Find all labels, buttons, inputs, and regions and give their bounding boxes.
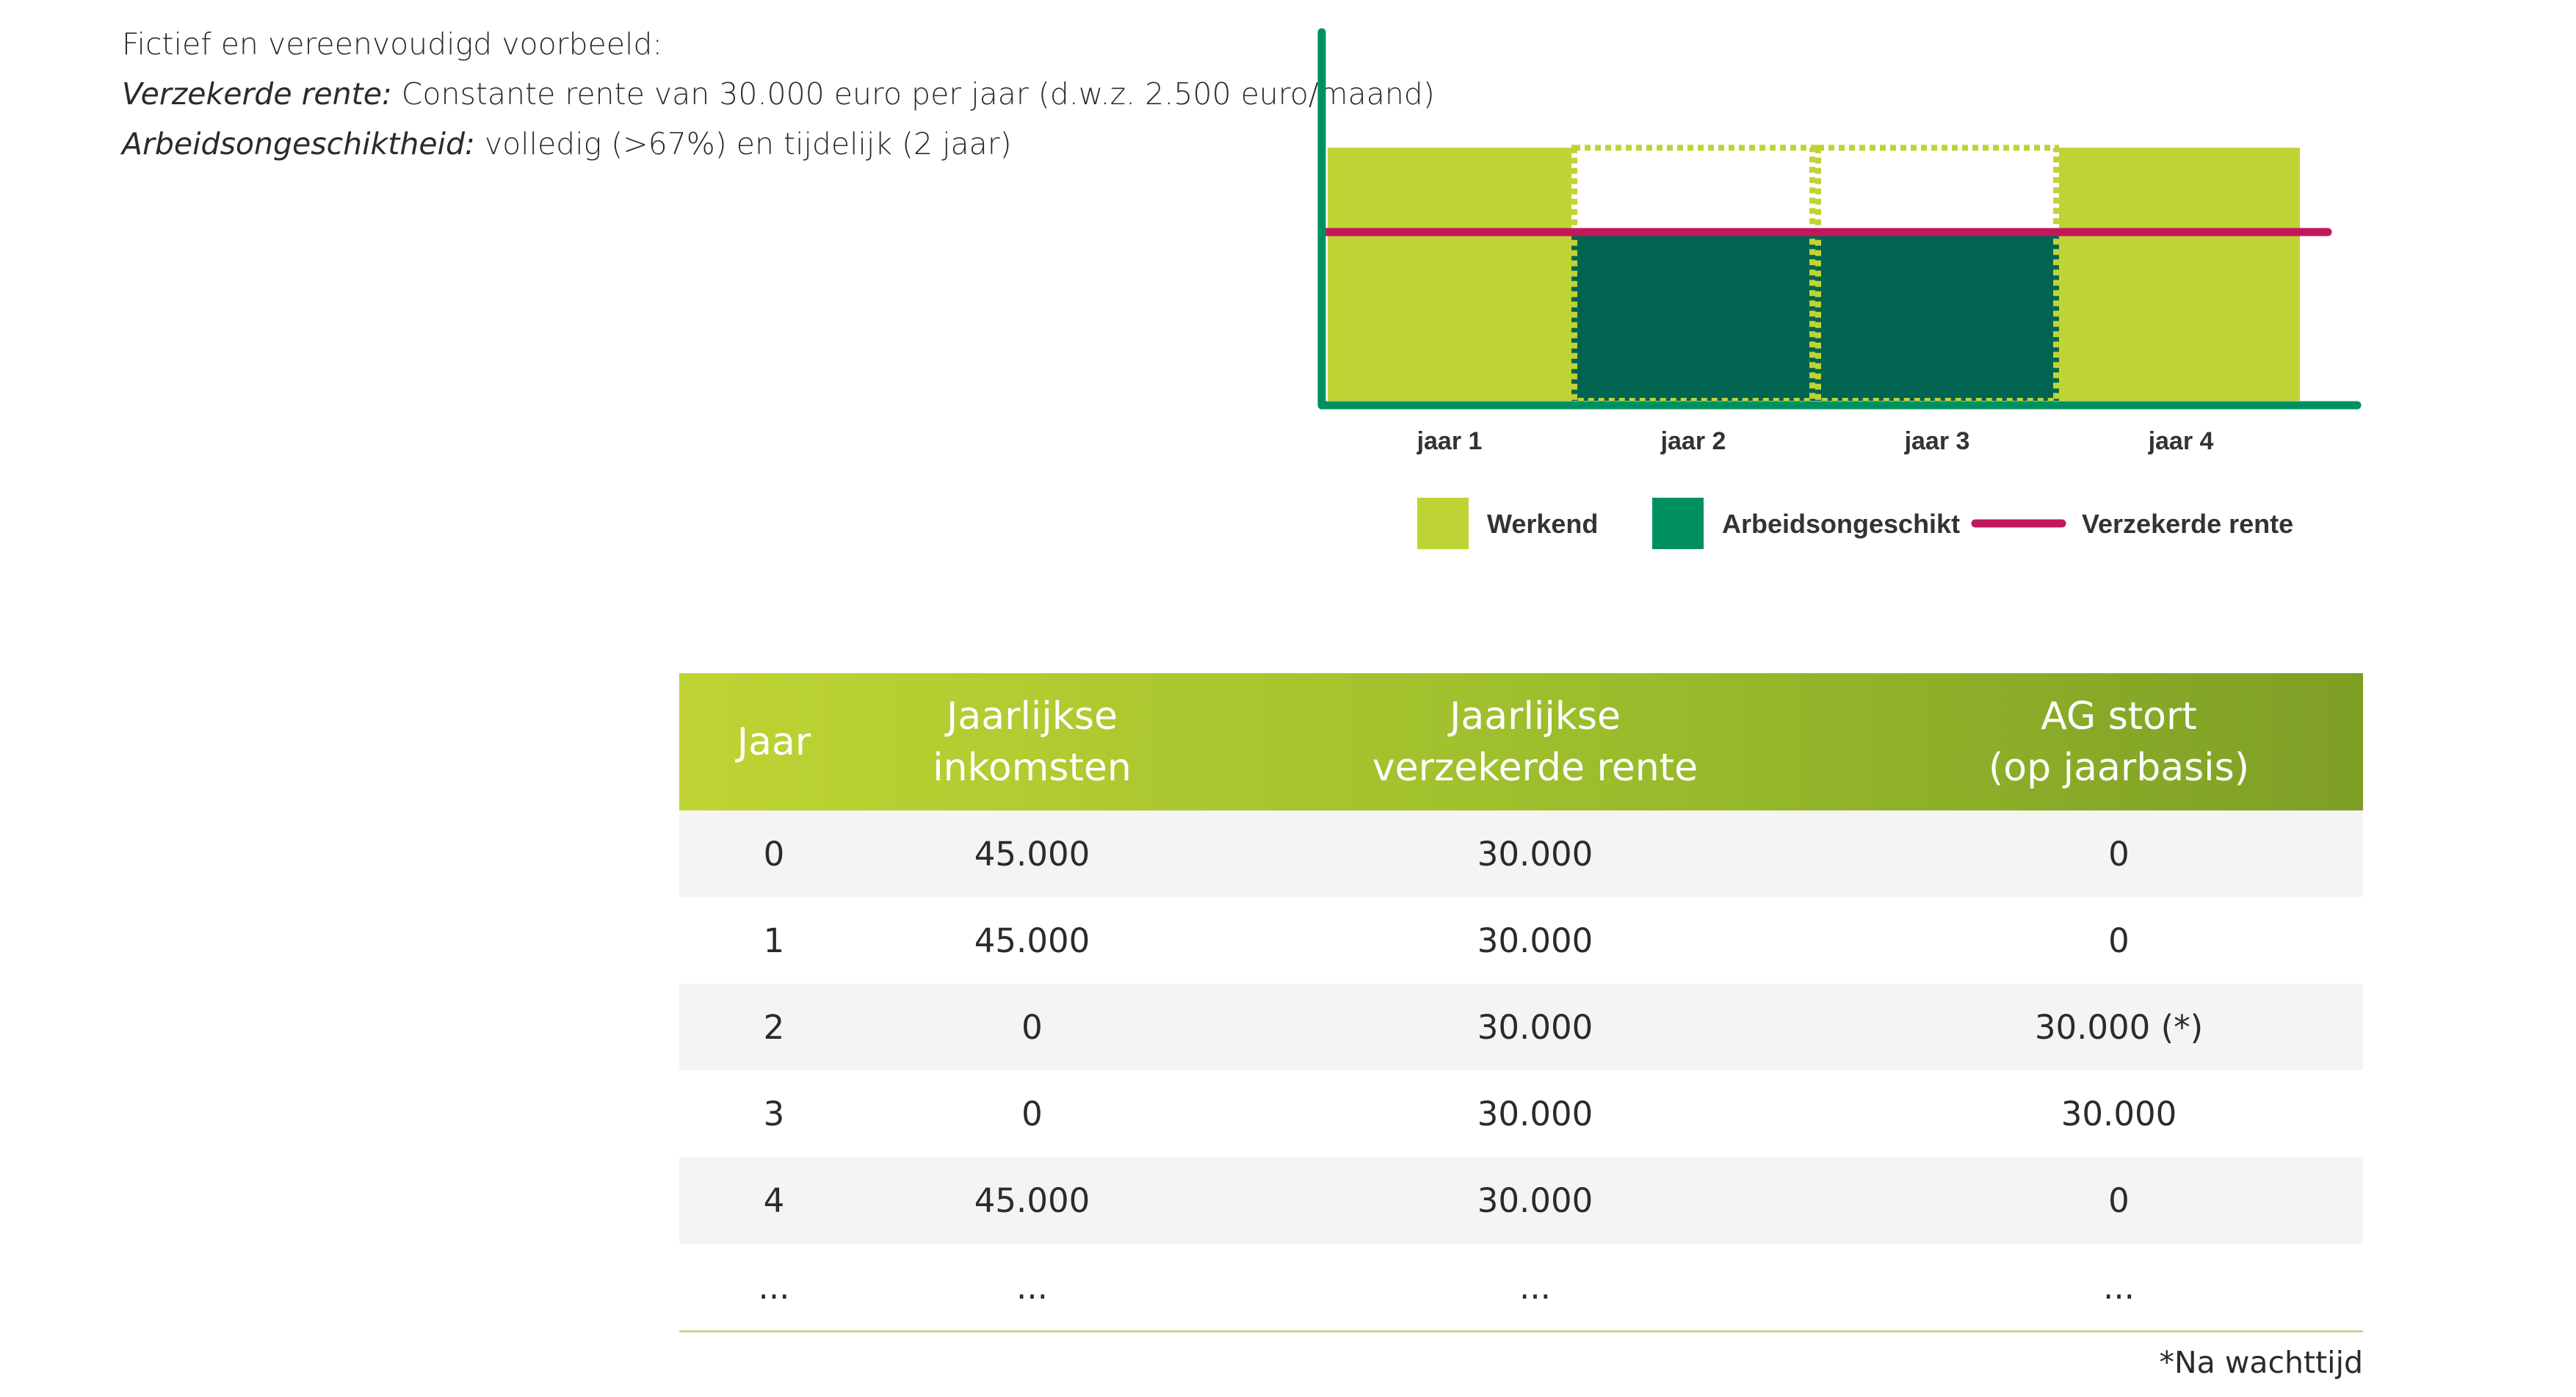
cell-jaar: 0	[763, 834, 785, 874]
header-jaar: Jaar	[737, 719, 811, 764]
cell-verzekerde-rente: 30.000	[1477, 921, 1593, 960]
cell-verzekerde-rente: 30.000	[1477, 1094, 1593, 1133]
disability-label: Arbeidsongeschiktheid:	[122, 126, 475, 162]
legend-swatch-1	[1417, 498, 1469, 549]
header-inkomsten: Jaarlijkse inkomsten	[933, 694, 1132, 790]
legend-label-1: Werkend	[1487, 509, 1598, 539]
table-row: ... ... ... ...	[679, 1244, 2363, 1332]
income-chart: jaar 1 jaar 2 jaar 3 jaar 4 Werkend Arbeidson…	[1317, 28, 2362, 549]
intro-line-2: Verzekerde rente: Constante rente van 30…	[122, 69, 1435, 119]
bar-werkend-1	[1328, 148, 1571, 401]
cell-ag-stort: 0	[2108, 1180, 2130, 1220]
cell-inkomsten: 45.000	[974, 1180, 1090, 1220]
bar-arbeidsongeschikt-3	[1815, 232, 2059, 401]
tick-label-jaar-3: jaar 3	[1904, 427, 1970, 455]
dashed-outline-2	[1571, 145, 1815, 404]
tick-label-jaar-4: jaar 4	[2148, 427, 2214, 455]
intro-text: Fictief en vereenvoudigd voorbeeld: Verz…	[122, 19, 1435, 169]
table-row: 4 45.000 30.000 0	[679, 1157, 2363, 1244]
table-row: 3 0 30.000 30.000	[679, 1070, 2363, 1157]
table-header: Jaar Jaarlijkse inkomsten Jaarlijkse ver…	[679, 673, 2363, 810]
cell-verzekerde-rente: ...	[1519, 1267, 1551, 1307]
intro-line-3: Arbeidsongeschiktheid: volledig (>67%) e…	[122, 119, 1435, 169]
dashed-outline-3	[1815, 145, 2059, 404]
cell-verzekerde-rente: 30.000	[1477, 834, 1593, 874]
table-row: 0 45.000 30.000 0	[679, 810, 2363, 897]
insured-rent-label: Verzekerde rente:	[122, 76, 392, 112]
cell-jaar: 2	[763, 1007, 785, 1047]
cell-ag-stort: ...	[2103, 1267, 2135, 1307]
cell-jaar: 4	[763, 1180, 785, 1220]
income-table: Jaar Jaarlijkse inkomsten Jaarlijkse ver…	[679, 673, 2363, 1332]
bar-arbeidsongeschikt-2	[1571, 232, 1815, 401]
cell-jaar: ...	[758, 1267, 790, 1307]
cell-ag-stort: 0	[2108, 834, 2130, 874]
table-row: 1 45.000 30.000 0	[679, 897, 2363, 984]
tick-label-jaar-2: jaar 2	[1660, 427, 1726, 455]
disability-text: volledig (>67%) en tijdelijk (2 jaar)	[474, 126, 1012, 162]
insured-rent-text: Constante rente van 30.000 euro per jaar…	[391, 76, 1435, 112]
intro-line-1: Fictief en vereenvoudigd voorbeeld:	[122, 26, 663, 62]
legend-label-2: Arbeidsongeschikt	[1722, 509, 1960, 539]
tick-label-jaar-1: jaar 1	[1417, 427, 1483, 455]
cell-ag-stort: 0	[2108, 921, 2130, 960]
cell-jaar: 3	[763, 1094, 785, 1133]
cell-jaar: 1	[763, 921, 785, 960]
legend-label-3: Verzekerde rente	[2082, 509, 2293, 539]
bar-werkend-4	[2059, 148, 2300, 401]
header-verzekerde-rente: Jaarlijkse verzekerde rente	[1372, 694, 1698, 790]
cell-inkomsten: 45.000	[974, 834, 1090, 874]
cell-ag-stort: 30.000 (*)	[2034, 1007, 2204, 1047]
table-row: 2 0 30.000 30.000 (*)	[679, 984, 2363, 1070]
cell-verzekerde-rente: 30.000	[1477, 1180, 1593, 1220]
cell-inkomsten: 0	[1021, 1094, 1043, 1133]
legend-swatch-2	[1652, 498, 1704, 549]
footnote: *Na wachttijd	[2159, 1345, 2363, 1380]
cell-inkomsten: 0	[1021, 1007, 1043, 1047]
cell-inkomsten: 45.000	[974, 921, 1090, 960]
header-ag-stort: AG stort (op jaarbasis)	[1989, 694, 2249, 790]
cell-ag-stort: 30.000	[2061, 1094, 2177, 1133]
cell-inkomsten: ...	[1016, 1267, 1048, 1307]
cell-verzekerde-rente: 30.000	[1477, 1007, 1593, 1047]
